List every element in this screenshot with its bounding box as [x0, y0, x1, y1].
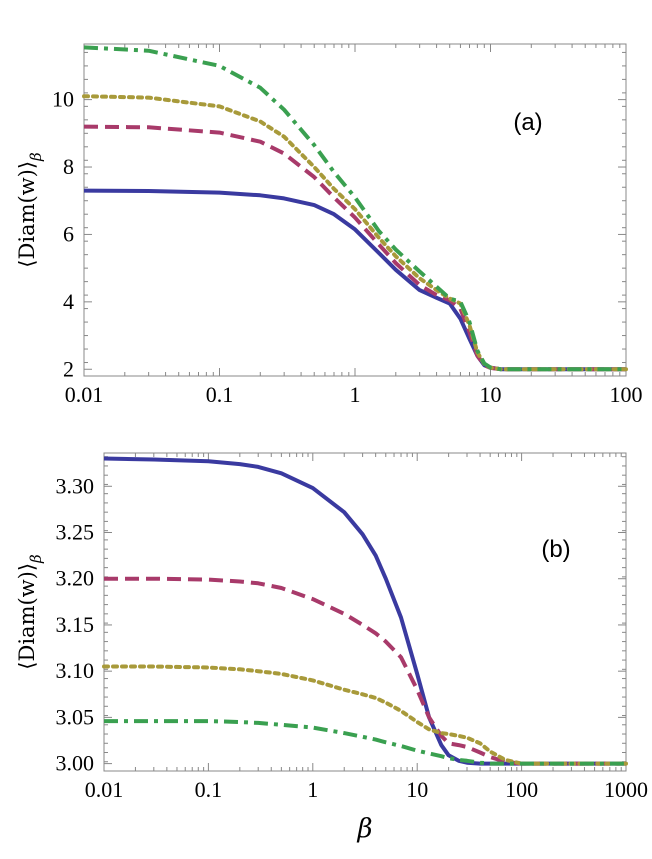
x-tick-label: 0.1: [195, 777, 223, 802]
x-tick-label: 1: [307, 777, 318, 802]
x-tick-label: 0.01: [65, 382, 104, 407]
x-tick-label: 100: [610, 382, 643, 407]
y-tick-label: 6: [63, 221, 74, 246]
y-tick-label: 8: [63, 154, 74, 179]
y-tick-label: 3.15: [56, 612, 95, 637]
y-tick-label: 3.10: [56, 658, 95, 683]
y-axis-title: ⟨Diam(w)⟩β: [15, 152, 45, 268]
x-tick-label: 10: [406, 777, 428, 802]
y-tick-label: 3.05: [56, 704, 95, 729]
x-tick-label: 1000: [604, 777, 648, 802]
panel-label: (b): [541, 536, 570, 563]
panel-a: 0.01 0.1 1 10 100 2 4 6 8 10 (a) ⟨Diam(w)⟩β: [15, 43, 643, 407]
plot-frame: [103, 452, 627, 772]
y-axis-title-subscript: β: [27, 554, 45, 564]
y-axis-title-main: ⟨Diam(w)⟩: [15, 161, 39, 268]
series-line-dashed: [104, 576, 626, 766]
y-tick-label: 3.25: [56, 520, 95, 545]
panel-label: (a): [513, 109, 542, 136]
y-axis-title-main: ⟨Diam(w)⟩: [15, 563, 39, 670]
series-line-dotted: [82, 94, 628, 372]
x-axis-title: β: [356, 814, 372, 844]
x-tick-label: 0.01: [85, 777, 124, 802]
x-tick-label: 10: [480, 382, 502, 407]
series-line-dotted: [102, 664, 628, 766]
y-tick-label: 2: [63, 356, 74, 381]
y-tick-label: 4: [63, 289, 74, 314]
series-line-solid: [103, 456, 626, 766]
y-tick-label: 3.20: [56, 566, 95, 591]
y-axis-title-subscript: β: [27, 152, 45, 162]
y-tick-label: 3.00: [56, 751, 95, 776]
y-tick-label: 10: [52, 87, 74, 112]
x-tick-label: 100: [505, 777, 538, 802]
series-line-dash-dot: [104, 719, 626, 766]
y-tick-label: 3.30: [56, 473, 95, 498]
y-axis-title: ⟨Diam(w)⟩β: [15, 554, 45, 670]
x-tick-label: 0.1: [206, 382, 234, 407]
x-tick-label: 1: [350, 382, 361, 407]
series-line-dashed: [83, 124, 626, 372]
panel-b: 0.01 0.1 1 10 100 1000 3.00 3.05 3.10 3.15 3.20 3.2…: [15, 452, 648, 844]
